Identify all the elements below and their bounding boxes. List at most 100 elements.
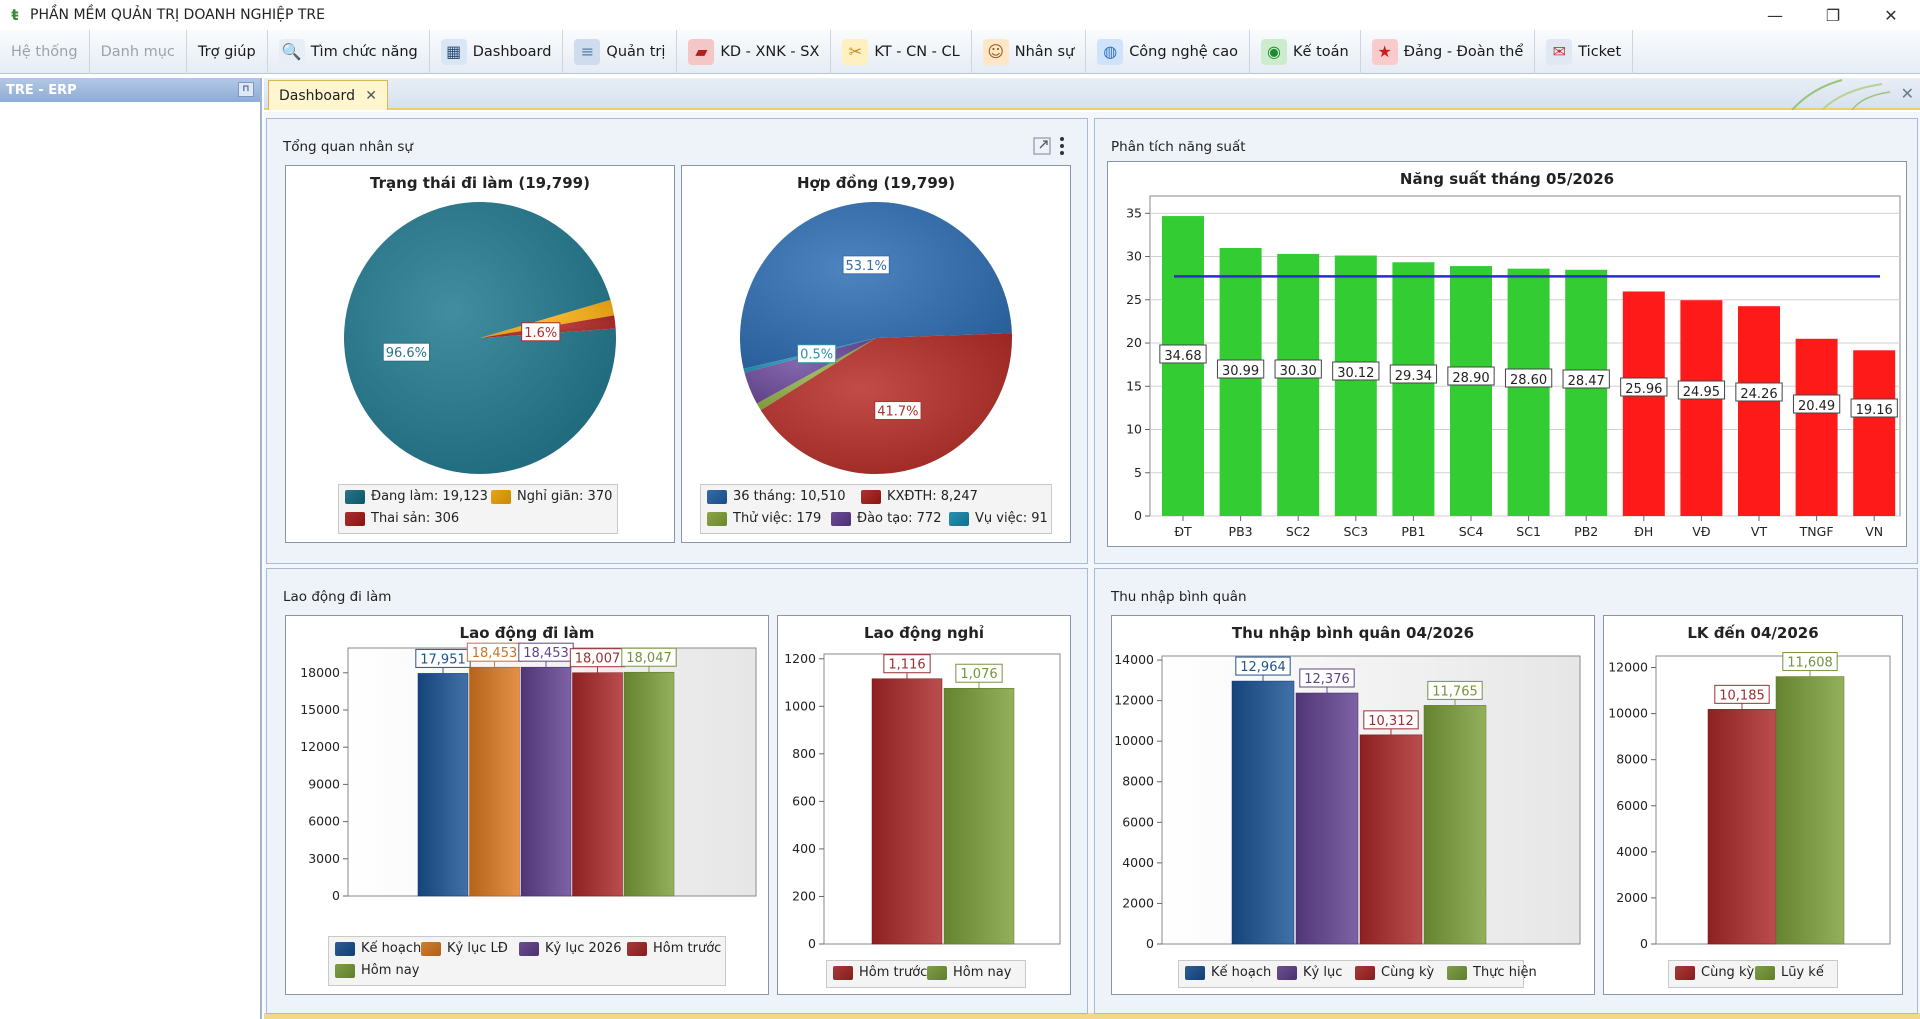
legend-swatch [927,965,947,980]
bar-PB3 [1219,247,1262,516]
data-label: 1,076 [960,667,997,682]
close-all-tabs-icon[interactable]: ✕ [1900,84,1914,103]
sidebar: TRE - ERP ⊓ [0,78,262,1019]
menu-item-6[interactable]: ▰ KD - XNK - SX [677,29,832,74]
bar-PB2 [1565,269,1608,516]
data-label-box [1782,652,1838,672]
data-label-box [1216,359,1265,379]
menu-item-10[interactable]: ◉ Kế toán [1250,29,1361,74]
chart-trang-thai-di-lam: Trạng thái đi làm (19,799) 96.6% 1.6% Đang … [285,165,675,543]
tools-icon: ✂ [842,38,869,65]
pie-slice-Thử việc [756,338,876,411]
menu-item-label: Quản trị [606,43,666,60]
close-button[interactable]: ✕ [1884,5,1898,25]
legend-swatch [949,511,969,526]
y-tick-label: 12000 [1608,660,1648,675]
data-label: 0.5% [800,348,833,363]
pie-slice-Đang làm [343,202,616,474]
legend-item: Lũy kế [1755,965,1824,980]
x-tick-label: PB2 [1574,524,1598,539]
menu-item-9[interactable]: ◍ Công nghệ cao [1086,29,1251,74]
close-tab-icon[interactable]: ✕ [365,87,377,104]
legend-label: Nghỉ giãn: 370 [517,489,613,504]
bar-VT [1738,306,1780,516]
title-bar: ŧ PHẦN MỀM QUẢN TRỊ DOANH NGHIỆP TRE — ❐… [0,0,1920,30]
legend-item: Thử việc: 179 [707,511,821,526]
data-label-box [1677,380,1726,400]
maximize-panel-icon[interactable] [1032,135,1054,157]
bar-Kế hoạch [417,673,469,897]
menu-item-3[interactable]: 🔍 Tìm chức năng [268,29,430,74]
data-label-box [382,342,431,362]
legend-label: Hôm trước [859,965,928,980]
globe-icon: ◍ [1097,38,1124,65]
data-label: 30.12 [1337,366,1374,381]
menu-item-4[interactable]: ▦ Dashboard [430,29,564,74]
menu-item-2[interactable]: Trợ giúp [187,29,268,74]
legend-swatch [345,511,365,526]
bar-chart-svg: 0 200 400 600 800 1000 1200 1,116 1,076 [784,651,1061,951]
maximize-button[interactable]: ❐ [1825,5,1841,25]
chart-title: Thu nhập bình quân 04/2026 [1231,624,1475,642]
y-tick-label: 18000 [300,665,340,680]
menu-item-12[interactable]: ✉ Ticket [1535,29,1634,74]
bar-SC2 [1277,253,1320,516]
menu-item-5[interactable]: ≡ Quản trị [563,29,678,74]
bar-Cùng kỳ [1359,734,1423,945]
legend-item: Thai sản: 306 [345,511,459,526]
data-label-box [1504,368,1553,388]
data-label: 10,312 [1368,714,1414,729]
chart-legend: Kế hoạch Kỷ lục Cùng kỳ Thực hiện [1178,960,1537,988]
y-tick-label: 10000 [1114,733,1154,748]
menu-item-0: Hệ thống [0,29,90,74]
tab-dashboard[interactable]: Dashboard ✕ [268,80,388,110]
data-label-box [1332,361,1380,381]
legend-item: Thực hiện [1447,965,1537,980]
panel-title: Phân tích năng suất [1111,139,1246,155]
y-tick-label: 10 [1126,422,1142,437]
menu-item-11[interactable]: ★ Đảng - Đoàn thể [1361,29,1536,74]
data-label: 11,765 [1432,684,1478,699]
x-tick-label: PB1 [1401,524,1425,539]
menu-item-label: Trợ giúp [197,43,256,60]
y-tick-label: 0 [1134,508,1142,523]
data-label-box [874,401,922,421]
bar-ĐT [1162,216,1204,516]
data-label: 18,007 [575,652,621,667]
legend-label: Thai sản: 306 [371,511,460,526]
menu-item-8[interactable]: ☺ Nhân sự [972,29,1087,74]
x-tick-label: SC2 [1286,524,1311,539]
sidebar-title: TRE - ERP [6,82,77,98]
legend-label: Lũy kế [1781,965,1824,980]
data-label-box [1389,364,1438,384]
data-label: 18,453 [523,646,569,661]
bar-PB1 [1392,262,1435,516]
x-tick-label: ĐT [1174,524,1192,539]
bar-Thực hiện [1423,705,1487,945]
legend-label: Vụ việc: 91 [975,511,1048,526]
main-menu-bar: Hệ thống Danh mục Trợ giúp 🔍 Tìm chức năng ▦ D… [0,29,1920,74]
database-icon: ≡ [574,38,601,65]
dashboard-icon: ▦ [440,38,467,65]
data-label: 24.95 [1683,385,1720,400]
data-label: 19.16 [1856,403,1893,418]
pie-slice-36 tháng [740,201,1012,369]
bar-VĐ [1680,300,1723,516]
more-options-icon[interactable] [1057,135,1067,157]
legend-swatch [519,941,539,956]
y-tick-label: 5 [1134,465,1142,480]
y-tick-label: 6000 [1616,798,1648,813]
bar-Hôm trước [572,672,623,897]
y-tick-label: 14000 [1114,652,1154,667]
pin-icon[interactable]: ⊓ [238,82,254,97]
legend-item: Kỷ lục [1277,965,1342,980]
y-tick-label: 200 [792,888,816,903]
minimize-button[interactable]: — [1767,5,1783,25]
sidebar-header: TRE - ERP ⊓ [0,78,260,102]
chart-title: Trạng thái đi làm (19,799) [370,174,590,192]
y-tick-label: 6000 [308,814,340,829]
ticket-icon: ✉ [1546,38,1573,65]
legend-label: Cùng kỳ [1381,965,1435,980]
data-label-box [883,654,931,674]
menu-item-7[interactable]: ✂ KT - CN - CL [831,29,972,74]
